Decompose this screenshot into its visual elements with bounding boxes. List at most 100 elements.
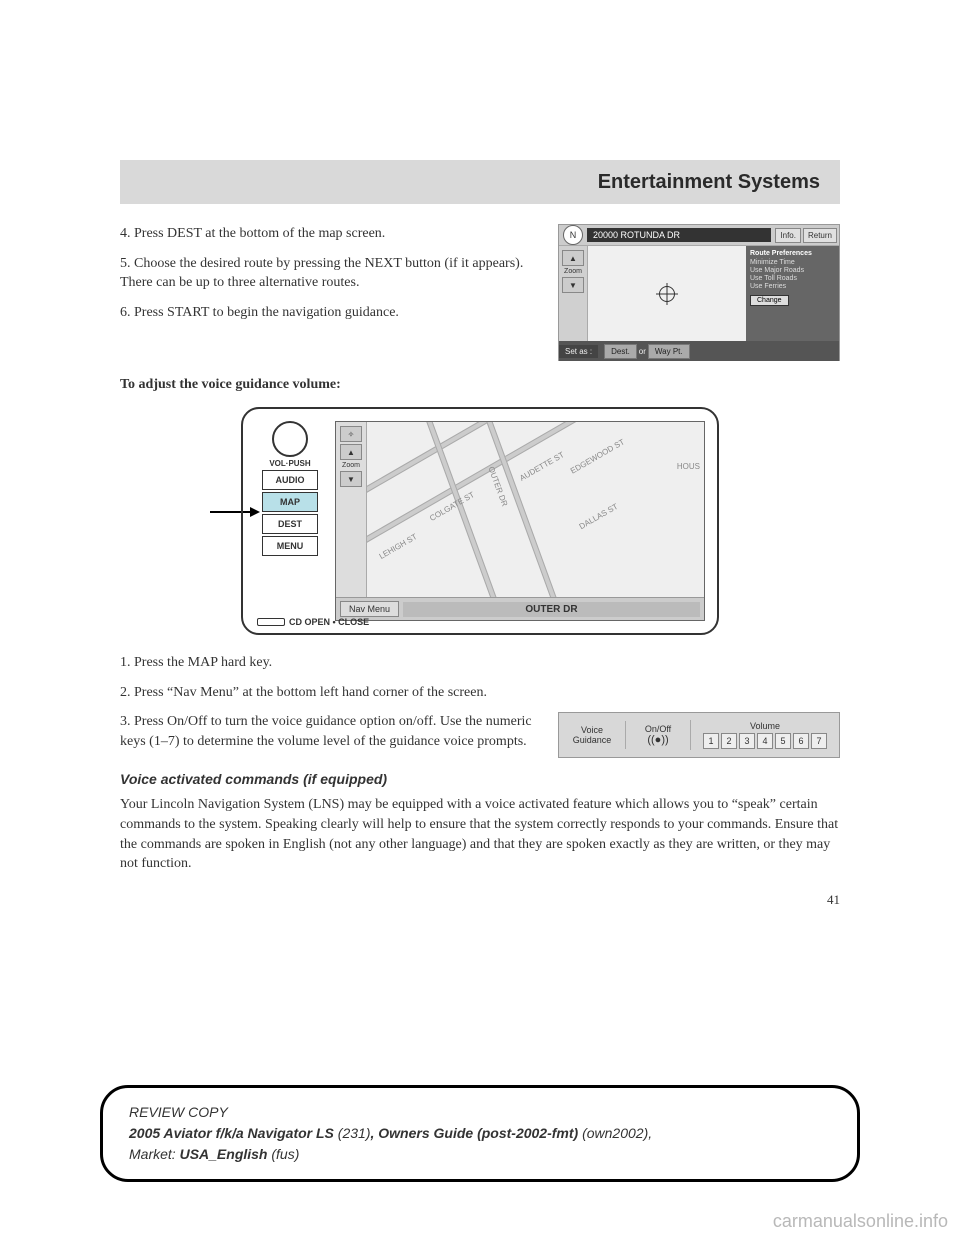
pref-opt-2: Use Major Roads	[750, 267, 835, 274]
page: Entertainment Systems 4. Press DEST at t…	[0, 0, 960, 908]
section-title: Entertainment Systems	[598, 171, 820, 194]
voice-commands-heading: Voice activated commands (if equipped)	[120, 771, 840, 787]
steps-4-6: 4. Press DEST at the bottom of the map s…	[120, 224, 540, 361]
volume-knob[interactable]	[272, 421, 308, 457]
speaker-icon[interactable]: ((●))	[630, 734, 686, 746]
screen-zoom-label: Zoom	[342, 462, 360, 469]
review-copy-label: REVIEW COPY	[129, 1102, 831, 1123]
step-3-row: 3. Press On/Off to turn the voice guidan…	[120, 712, 840, 761]
vol-1-button[interactable]: 1	[703, 733, 719, 749]
vol-6-button[interactable]: 6	[793, 733, 809, 749]
zoom-column: ▲ Zoom ▼	[559, 246, 588, 341]
voice-commands-paragraph: Your Lincoln Navigation System (LNS) may…	[120, 795, 840, 873]
vol-5-button[interactable]: 5	[775, 733, 791, 749]
footer-line-3: Market: USA_English (fus)	[129, 1144, 831, 1165]
device-screen: ✧ ▲ Zoom ▼ LEHIGH ST COLGATE ST OUTER DR…	[335, 421, 705, 621]
route-preferences-panel: Route Preferences Minimize Time Use Majo…	[746, 246, 839, 341]
zoom-label: Zoom	[564, 268, 582, 275]
street-label: DALLAS ST	[578, 502, 620, 531]
zoom-down-button[interactable]: ▼	[562, 277, 584, 293]
screen-zoom-down[interactable]: ▼	[340, 471, 362, 487]
vol-4-button[interactable]: 4	[757, 733, 773, 749]
street-label: LEHIGH ST	[378, 532, 419, 561]
pref-opt-4: Use Ferries	[750, 283, 835, 290]
watermark: carmanualsonline.info	[773, 1211, 948, 1232]
screen-compass-button[interactable]: ✧	[340, 426, 362, 442]
voice-commands-text: Your Lincoln Navigation System (LNS) may…	[120, 795, 840, 873]
footer-line-2: 2005 Aviator f/k/a Navigator LS (231), O…	[129, 1123, 831, 1144]
footer-market: USA_English	[180, 1146, 268, 1162]
vol-2-button[interactable]: 2	[721, 733, 737, 749]
vg-label-text: Voice Guidance	[563, 725, 621, 745]
screen-map: LEHIGH ST COLGATE ST OUTER DR AUDETTE ST…	[367, 422, 704, 597]
cd-slot-icon	[257, 618, 285, 626]
vol-3-button[interactable]: 3	[739, 733, 755, 749]
footer-market-code: (fus)	[267, 1146, 299, 1162]
step-3-text: 3. Press On/Off to turn the voice guidan…	[120, 712, 540, 751]
vol-7-button[interactable]: 7	[811, 733, 827, 749]
pref-title: Route Preferences	[750, 250, 835, 257]
nav-screenshot: N 20000 ROTUNDA DR Info. Return ▲ Zoom ▼…	[558, 224, 840, 361]
street-line	[367, 422, 704, 498]
nav-top-bar: N 20000 ROTUNDA DR Info. Return	[559, 225, 839, 246]
step-5: 5. Choose the desired route by pressing …	[120, 254, 540, 293]
cd-open-close-label: CD OPEN • CLOSE	[257, 617, 369, 627]
footer-model-code: (231)	[334, 1125, 371, 1141]
vg-onoff-label: On/Off	[630, 724, 686, 734]
footer-model: 2005 Aviator f/k/a Navigator LS	[129, 1125, 334, 1141]
screen-top: ✧ ▲ Zoom ▼ LEHIGH ST COLGATE ST OUTER DR…	[336, 422, 704, 597]
footer-box: REVIEW COPY 2005 Aviator f/k/a Navigator…	[100, 1085, 860, 1182]
step-2: 2. Press “Nav Menu” at the bottom left h…	[120, 683, 840, 703]
return-button[interactable]: Return	[803, 228, 837, 243]
step-6: 6. Press START to begin the navigation g…	[120, 303, 540, 323]
vg-volume-buttons: 1 2 3 4 5 6 7	[695, 733, 835, 749]
zoom-up-button[interactable]: ▲	[562, 250, 584, 266]
vol-push-label: VOL·PUSH	[269, 459, 310, 468]
nav-device-illustration: VOL·PUSH AUDIO MAP DEST MENU ✧ ▲ Zoom ▼	[241, 407, 719, 635]
vg-label: Voice Guidance	[559, 721, 626, 749]
street-label: HOUS	[677, 462, 700, 471]
device-left-controls: VOL·PUSH AUDIO MAP DEST MENU	[255, 421, 325, 621]
setas-label: Set as :	[559, 345, 598, 358]
steps-1-2: 1. Press the MAP hard key. 2. Press “Nav…	[120, 653, 840, 702]
nav-mid: ▲ Zoom ▼ Route Preferences Minimize Time…	[559, 246, 839, 341]
map-hardkey[interactable]: MAP	[262, 492, 318, 512]
nav-menu-button[interactable]: Nav Menu	[340, 601, 399, 617]
page-number: 41	[120, 892, 840, 908]
footer-guide: , Owners Guide (post-2002-fmt)	[370, 1125, 578, 1141]
top-row: 4. Press DEST at the bottom of the map s…	[120, 224, 840, 361]
vg-volume-column: Volume 1 2 3 4 5 6 7	[691, 717, 839, 753]
dest-hardkey[interactable]: DEST	[262, 514, 318, 534]
map-area	[588, 246, 746, 341]
address-label: 20000 ROTUNDA DR	[587, 228, 771, 242]
street-line	[367, 422, 704, 548]
current-street-label: OUTER DR	[403, 602, 700, 617]
audio-hardkey[interactable]: AUDIO	[262, 470, 318, 490]
vg-onoff-column: On/Off ((●))	[626, 720, 691, 750]
nav-bottom-bar: Set as : Dest. or Way Pt.	[559, 341, 839, 361]
step-3: 3. Press On/Off to turn the voice guidan…	[120, 712, 540, 761]
info-button[interactable]: Info.	[775, 228, 801, 243]
pref-opt-1: Minimize Time	[750, 259, 835, 266]
cd-text: CD OPEN • CLOSE	[289, 617, 369, 627]
voice-guidance-panel: Voice Guidance On/Off ((●)) Volume 1 2 3…	[558, 712, 840, 758]
step-1: 1. Press the MAP hard key.	[120, 653, 840, 673]
pref-opt-3: Use Toll Roads	[750, 275, 835, 282]
or-label: or	[639, 347, 646, 356]
waypoint-button[interactable]: Way Pt.	[648, 344, 690, 359]
screen-zoom-column: ✧ ▲ Zoom ▼	[336, 422, 367, 597]
step-4: 4. Press DEST at the bottom of the map s…	[120, 224, 540, 244]
screen-bottom-bar: Nav Menu OUTER DR	[336, 597, 704, 620]
menu-hardkey[interactable]: MENU	[262, 536, 318, 556]
dest-button[interactable]: Dest.	[604, 344, 637, 359]
section-header-bar: Entertainment Systems	[120, 160, 840, 204]
change-button[interactable]: Change	[750, 295, 789, 306]
crosshair-icon	[659, 286, 675, 302]
street-label: AUDETTE ST	[518, 450, 566, 483]
voice-guidance-heading: To adjust the voice guidance volume:	[120, 377, 840, 393]
vg-volume-label: Volume	[695, 721, 835, 731]
screen-zoom-up[interactable]: ▲	[340, 444, 362, 460]
street-label: EDGEWOOD ST	[569, 437, 626, 475]
footer-guide-code: (own2002),	[578, 1125, 652, 1141]
footer-market-label: Market:	[129, 1146, 180, 1162]
